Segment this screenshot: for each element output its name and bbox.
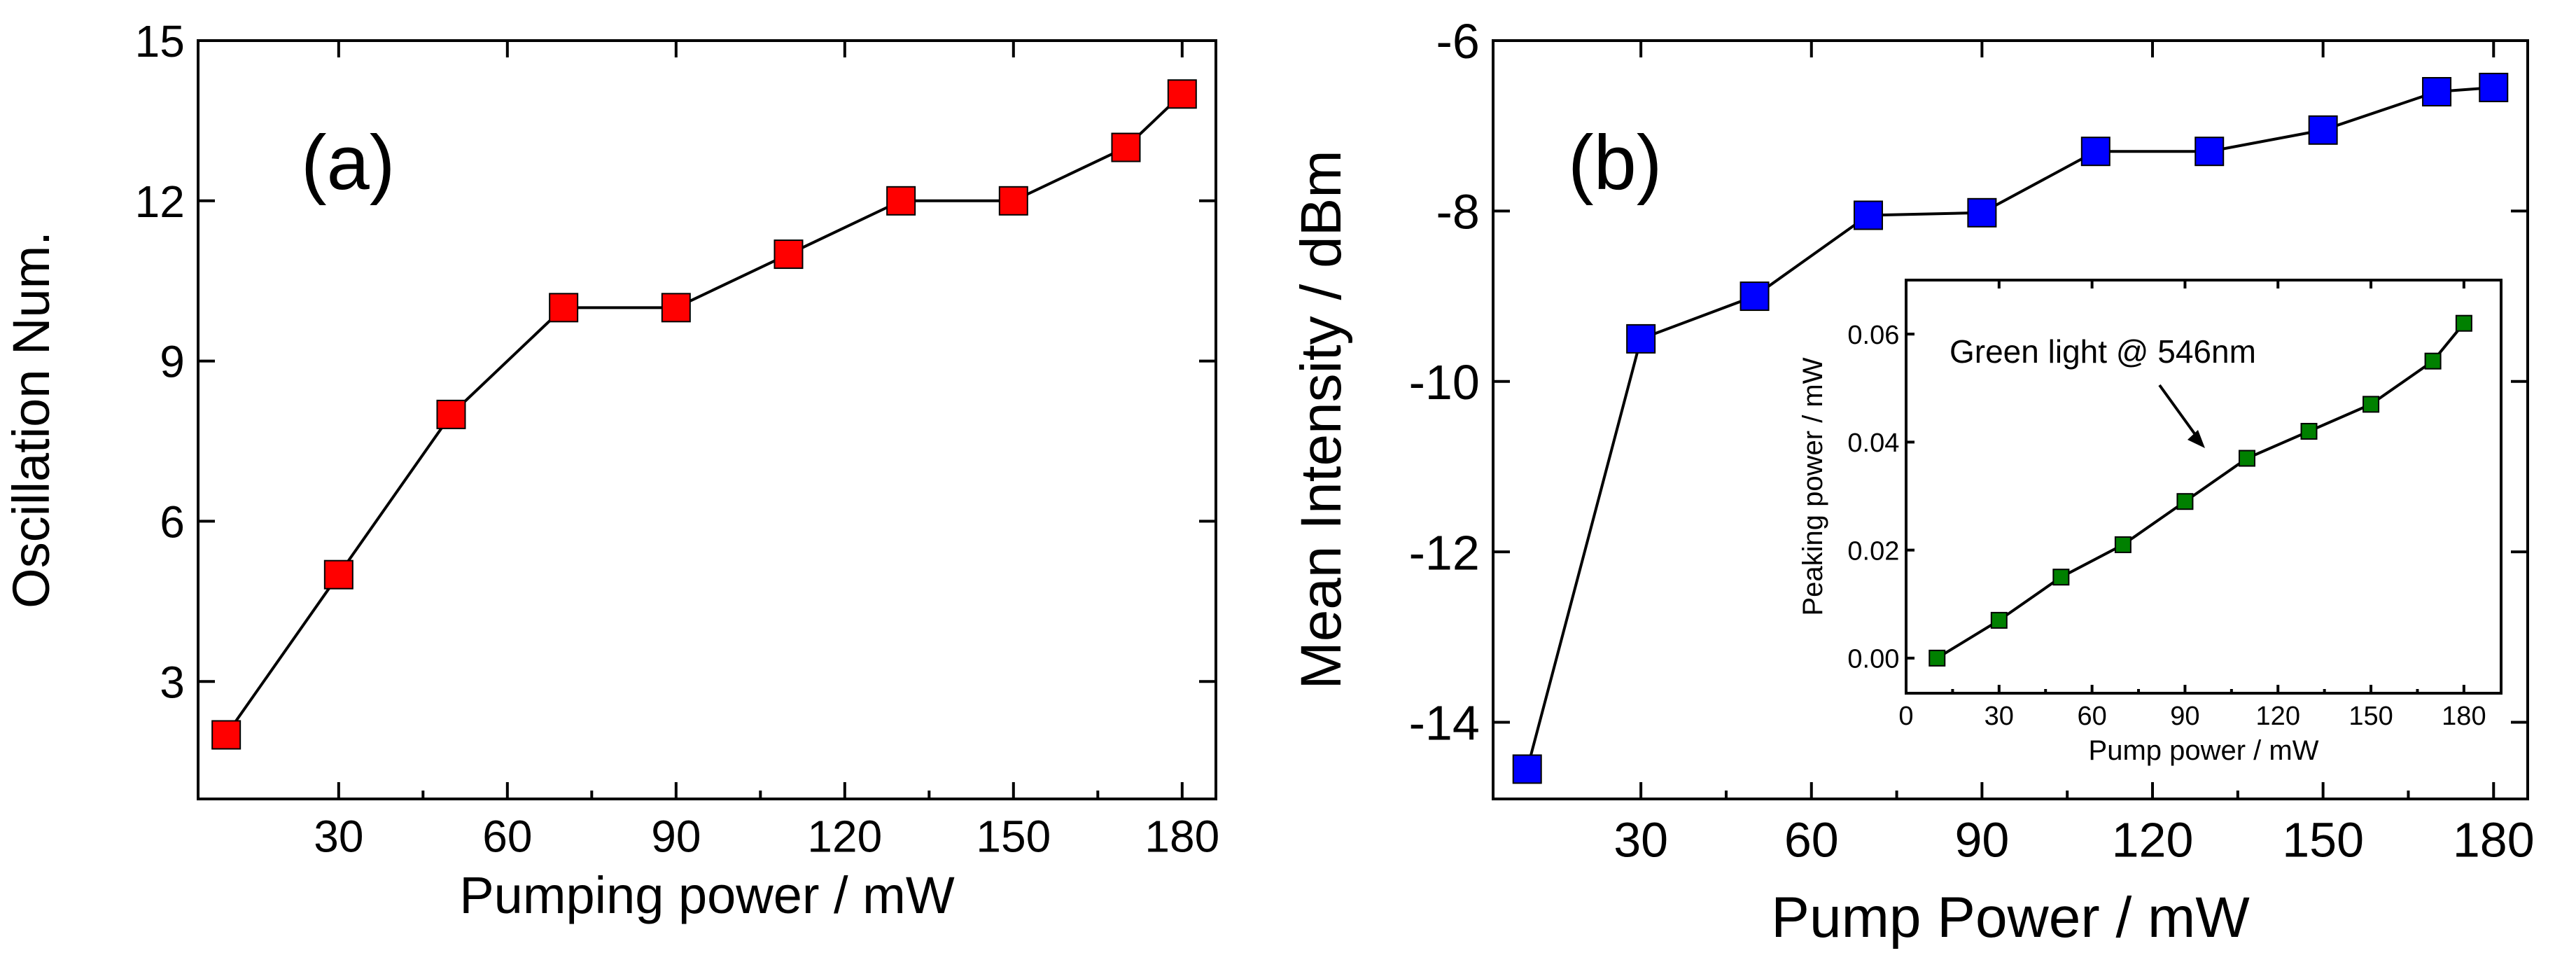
data-point — [1928, 649, 1946, 667]
y-tick-label: 0.04 — [1847, 429, 1899, 458]
x-tick-label: 60 — [1784, 813, 1839, 868]
x-tick-label: 120 — [807, 812, 882, 862]
panel-label: (b) — [1568, 120, 1662, 206]
data-point — [2114, 536, 2132, 553]
data-point — [2052, 569, 2070, 586]
data-point — [2176, 493, 2194, 510]
x-tick-label: 0 — [1898, 702, 1913, 731]
data-point — [2080, 137, 2110, 167]
y-tick-label: 15 — [135, 16, 185, 67]
y-tick-label: 0.06 — [1847, 321, 1899, 350]
x-tick-label: 150 — [976, 812, 1051, 862]
x-tick-label: 30 — [1984, 702, 2014, 731]
annotation-arrowhead — [2188, 430, 2205, 448]
y-tick-label: 0.00 — [1847, 645, 1899, 674]
x-tick-label: 90 — [2170, 702, 2199, 731]
data-point — [2422, 77, 2452, 107]
data-point — [774, 239, 804, 270]
x-tick-label: 30 — [314, 812, 363, 862]
chart-panel-inset: 0 30 60 90 120 150 180 0.00 0.02 0.04 0.06 Pump pow… — [1798, 279, 2502, 766]
data-point — [2424, 352, 2442, 370]
y-tick-label: 12 — [135, 176, 185, 227]
x-tick-label: 150 — [2348, 702, 2393, 731]
data-point — [2238, 450, 2255, 467]
y-tick-label: -14 — [1409, 696, 1480, 751]
plot-frame — [1492, 39, 2529, 800]
data-point — [1167, 79, 1197, 109]
x-tick-label: 90 — [651, 812, 701, 862]
x-tick-label: 180 — [1144, 812, 1219, 862]
data-point — [211, 720, 241, 750]
data-point — [1967, 197, 1997, 228]
series-line — [1525, 85, 2494, 770]
chart-panel-b: 30 60 90 120 150 180 -14 -12 -10 -8 -6 Pump Power /… — [1289, 14, 2535, 949]
y-tick-label: 3 — [160, 657, 185, 707]
data-point — [998, 186, 1028, 216]
y-tick-label: -8 — [1436, 185, 1480, 239]
data-point — [886, 186, 916, 216]
data-point — [436, 399, 466, 429]
data-point — [323, 559, 354, 590]
data-point — [2194, 137, 2225, 167]
series-line — [1936, 322, 2465, 660]
data-point — [2479, 72, 2509, 102]
y-tick-label: -12 — [1409, 525, 1480, 580]
x-tick-label: 90 — [1954, 813, 2009, 868]
plot-frame — [1905, 279, 2502, 695]
panel-label: (a) — [301, 120, 395, 206]
data-point — [1626, 323, 1656, 354]
data-point — [2362, 396, 2380, 413]
y-axis-title: Mean Intensity / dBm — [1289, 150, 1353, 689]
data-point — [2300, 422, 2318, 440]
annotation-text: Green light @ 546nm — [1949, 333, 2256, 370]
data-point — [1111, 132, 1141, 162]
chart-panel-a: 30 60 90 120 150 180 3 6 9 12 15 Pumping power / mW… — [2, 16, 1219, 924]
series-line — [225, 92, 1184, 736]
data-point — [661, 293, 691, 323]
y-tick-label: -10 — [1409, 355, 1480, 410]
data-point — [1990, 611, 2008, 629]
x-axis-title: Pump power / mW — [2089, 735, 2319, 766]
y-tick-label: 6 — [160, 496, 185, 547]
plot-frame — [197, 39, 1217, 800]
y-axis-title: Peaking power / mW — [1798, 357, 1828, 615]
data-point — [1512, 754, 1542, 784]
y-axis-title: Oscillation Num. — [2, 231, 60, 608]
y-tick-label: 0.02 — [1847, 536, 1899, 566]
x-tick-label: 180 — [2442, 702, 2486, 731]
x-axis-title: Pump Power / mW — [1771, 886, 2250, 949]
data-point — [2308, 115, 2338, 145]
x-tick-label: 180 — [2453, 813, 2535, 868]
x-axis-title: Pumping power / mW — [459, 866, 954, 924]
y-tick-label: -6 — [1436, 14, 1480, 69]
data-point — [1740, 281, 1770, 312]
x-tick-label: 120 — [2112, 813, 2194, 868]
data-point — [1853, 200, 1883, 230]
x-tick-label: 30 — [1614, 813, 1668, 868]
x-tick-label: 60 — [482, 812, 532, 862]
data-point — [549, 293, 579, 323]
x-tick-label: 150 — [2282, 813, 2364, 868]
x-tick-label: 120 — [2256, 702, 2300, 731]
y-tick-label: 9 — [160, 337, 185, 387]
data-point — [2455, 314, 2472, 332]
x-tick-label: 60 — [2077, 702, 2106, 731]
